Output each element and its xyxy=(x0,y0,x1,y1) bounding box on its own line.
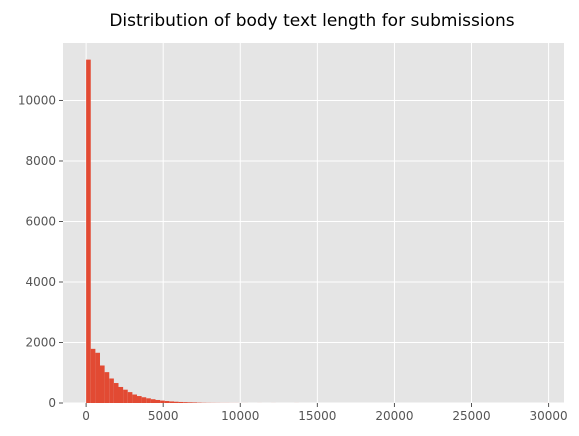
y-tick-label: 4000 xyxy=(25,275,56,289)
x-tick-label: 5000 xyxy=(148,409,179,423)
histogram-bar xyxy=(99,365,105,403)
histogram-bar xyxy=(187,402,193,403)
x-axis-ticks: 0 5000 10000 15000 20000 25000 30000 xyxy=(82,403,568,423)
histogram-bar xyxy=(104,372,110,403)
histogram-bar xyxy=(164,401,170,403)
y-axis-ticks: 0 2000 4000 6000 8000 10000 xyxy=(18,93,63,410)
y-tick-label: 0 xyxy=(48,396,56,410)
y-tick-label: 2000 xyxy=(25,335,56,349)
x-tick-label: 30000 xyxy=(529,409,567,423)
x-tick-label: 15000 xyxy=(298,409,336,423)
grid-lines xyxy=(63,43,564,404)
y-tick-label: 10000 xyxy=(18,93,56,107)
histogram-bars xyxy=(86,59,549,403)
histogram-bar xyxy=(132,394,137,403)
histogram-bar xyxy=(109,378,114,403)
histogram-bar xyxy=(118,386,124,403)
y-tick-label: 6000 xyxy=(25,214,56,228)
histogram-bar xyxy=(192,402,198,403)
chart-title: Distribution of body text length for sub… xyxy=(109,11,514,31)
histogram-bar xyxy=(136,396,142,403)
histogram-bar xyxy=(155,399,161,403)
histogram-bar xyxy=(90,348,96,403)
histogram-bar xyxy=(183,402,188,403)
histogram-bar xyxy=(95,352,100,403)
histogram-bar xyxy=(146,398,151,403)
histogram-bar xyxy=(113,383,119,403)
histogram-bar xyxy=(160,400,165,403)
x-tick-label: 10000 xyxy=(221,409,259,423)
histogram-bar xyxy=(127,392,133,403)
x-tick-label: 20000 xyxy=(375,409,413,423)
histogram-bar xyxy=(150,399,156,403)
x-tick-label: 0 xyxy=(82,409,90,423)
histogram-bar xyxy=(141,397,147,403)
histogram-bar xyxy=(173,401,179,403)
plot-area xyxy=(63,43,564,403)
histogram-bar xyxy=(86,59,91,403)
histogram-bar xyxy=(123,389,128,403)
histogram-bar xyxy=(178,401,184,403)
y-tick-label: 8000 xyxy=(25,154,56,168)
x-tick-label: 25000 xyxy=(452,409,490,423)
histogram-bar xyxy=(169,401,174,403)
